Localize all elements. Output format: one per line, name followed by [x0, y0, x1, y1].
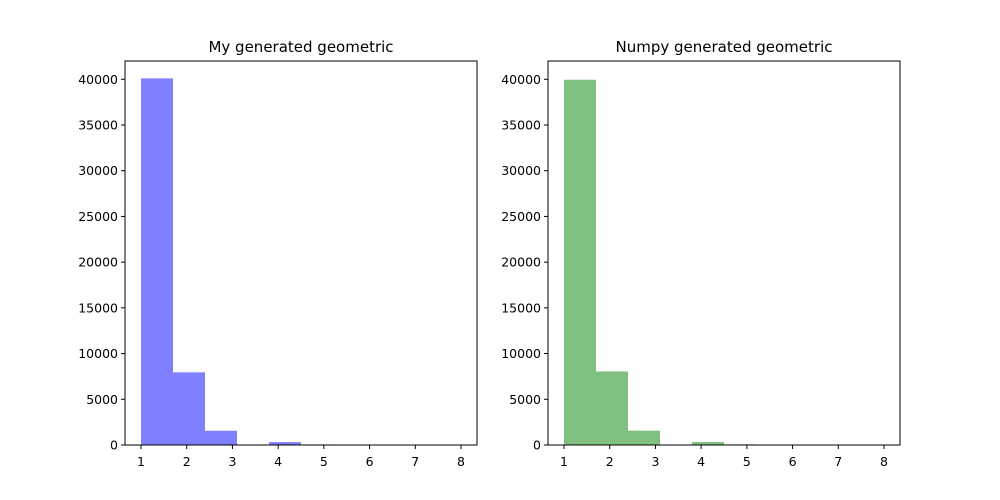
right-histogram-bar-2 — [628, 430, 660, 445]
right-x-tick-label: 6 — [789, 454, 797, 469]
left-y-tick-label: 30000 — [78, 163, 118, 178]
right-histogram-frame — [547, 60, 901, 446]
right-y-tick-label: 15000 — [501, 300, 541, 315]
right-y-tick-label: 30000 — [501, 163, 541, 178]
right-y-tick-label: 5000 — [509, 392, 541, 407]
left-x-tick-label: 2 — [183, 454, 191, 469]
left-x-tick-label: 8 — [457, 454, 465, 469]
right-y-tick-label: 25000 — [501, 209, 541, 224]
right-histogram-bar-4 — [692, 441, 724, 445]
right-x-tick-label: 8 — [880, 454, 888, 469]
right-y-tick-label: 20000 — [501, 255, 541, 270]
left-x-tick-label: 6 — [366, 454, 374, 469]
left-y-tick-label: 25000 — [78, 209, 118, 224]
left-x-tick-label: 3 — [228, 454, 236, 469]
right-x-tick-label: 5 — [743, 454, 751, 469]
left-histogram-panel: My generated geometric 05000100001500020… — [78, 38, 478, 469]
left-histogram-bar-2 — [205, 430, 237, 445]
left-x-tick-label: 7 — [411, 454, 419, 469]
left-histogram-bar-1 — [173, 372, 205, 445]
right-y-tick-label: 0 — [533, 438, 541, 453]
left-x-tick-label: 5 — [320, 454, 328, 469]
right-y-tick-label: 35000 — [501, 118, 541, 133]
left-histogram-x-axis: 1 2 3 4 5 6 7 8 — [137, 445, 465, 469]
left-histogram-title: My generated geometric — [208, 38, 393, 56]
left-histogram-frame — [124, 60, 478, 446]
left-y-tick-label: 40000 — [78, 72, 118, 87]
left-histogram-y-axis: 0 5000 10000 15000 20000 25000 30000 35000 40000 — [78, 72, 125, 453]
left-y-tick-label: 15000 — [78, 300, 118, 315]
left-y-tick-label: 10000 — [78, 346, 118, 361]
left-x-tick-label: 4 — [274, 454, 282, 469]
left-histogram-bar-4 — [269, 442, 301, 445]
right-x-tick-label: 2 — [606, 454, 614, 469]
left-y-tick-label: 35000 — [78, 118, 118, 133]
right-histogram-bars — [564, 79, 884, 445]
left-histogram-bars — [141, 78, 461, 445]
right-histogram-y-axis: 0 5000 10000 15000 20000 25000 30000 35000 40000 — [501, 72, 548, 453]
right-histogram-bar-0 — [564, 79, 596, 445]
left-y-tick-label: 0 — [110, 438, 118, 453]
right-histogram-x-axis: 1 2 3 4 5 6 7 8 — [560, 445, 888, 469]
right-x-tick-label: 1 — [560, 454, 568, 469]
right-x-tick-label: 3 — [651, 454, 659, 469]
right-x-tick-label: 7 — [834, 454, 842, 469]
right-histogram-title: Numpy generated geometric — [616, 38, 833, 56]
left-y-tick-label: 20000 — [78, 255, 118, 270]
left-histogram-bar-0 — [141, 78, 173, 445]
right-y-tick-label: 40000 — [501, 72, 541, 87]
right-histogram-bar-1 — [596, 371, 628, 445]
left-x-tick-label: 1 — [137, 454, 145, 469]
right-y-tick-label: 10000 — [501, 346, 541, 361]
right-histogram-panel: Numpy generated geometric 0 5000 10000 1500… — [501, 38, 901, 469]
right-x-tick-label: 4 — [697, 454, 705, 469]
left-y-tick-label: 5000 — [86, 392, 118, 407]
